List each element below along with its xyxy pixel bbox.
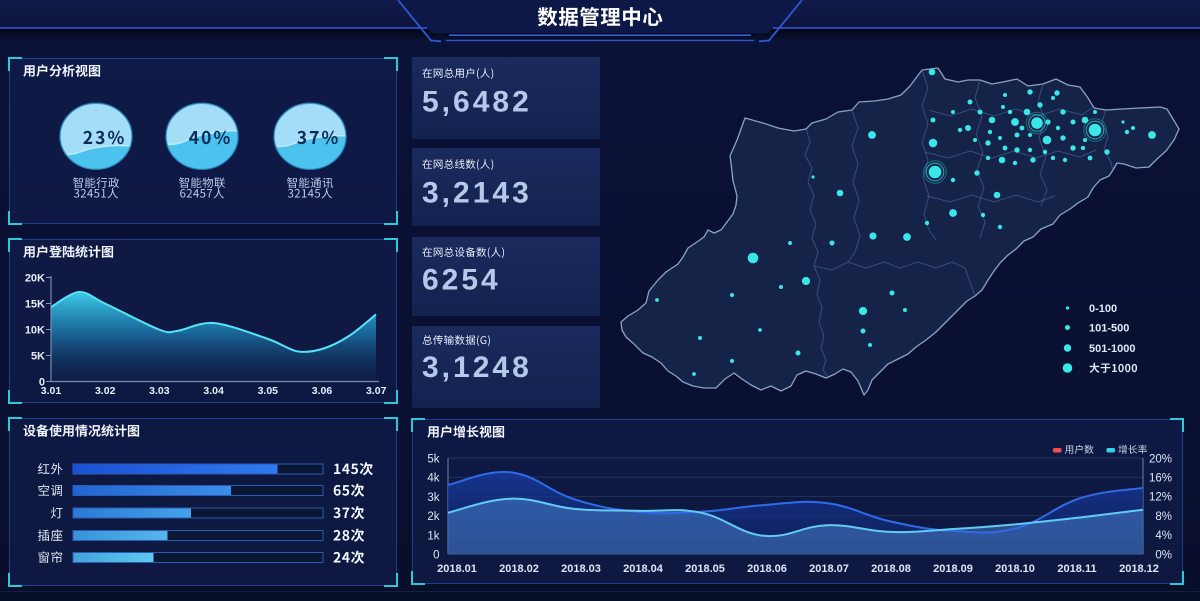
svg-text:2018.08: 2018.08 [871, 563, 911, 575]
svg-text:501-1000: 501-1000 [1089, 343, 1136, 355]
svg-text:0%: 0% [1155, 549, 1172, 561]
svg-text:3.07: 3.07 [366, 385, 387, 397]
svg-text:3,2143: 3,2143 [422, 177, 532, 210]
svg-text:4%: 4% [1155, 530, 1172, 542]
svg-text:10K: 10K [25, 325, 45, 337]
svg-text:16%: 16% [1149, 473, 1172, 485]
svg-text:6254: 6254 [422, 264, 501, 297]
svg-text:2018.01: 2018.01 [437, 563, 477, 575]
svg-text:2018.07: 2018.07 [809, 563, 849, 575]
svg-text:2018.04: 2018.04 [623, 563, 664, 575]
svg-text:20%: 20% [1149, 453, 1172, 465]
svg-text:3k: 3k [427, 492, 439, 504]
svg-text:8%: 8% [1155, 511, 1172, 523]
svg-text:2018.11: 2018.11 [1057, 563, 1096, 575]
svg-text:2k: 2k [427, 511, 439, 523]
svg-text:2018.06: 2018.06 [747, 563, 787, 575]
svg-text:5K: 5K [31, 351, 45, 363]
svg-text:12%: 12% [1149, 492, 1172, 504]
svg-text:0: 0 [433, 550, 439, 562]
svg-text:3.05: 3.05 [258, 385, 279, 397]
svg-text:3,1248: 3,1248 [422, 351, 532, 384]
svg-text:3.03: 3.03 [149, 385, 170, 397]
svg-text:3.06: 3.06 [312, 385, 333, 397]
svg-text:0-100: 0-100 [1089, 303, 1117, 315]
svg-text:1k: 1k [427, 530, 439, 542]
svg-text:5k: 5k [427, 454, 439, 466]
svg-text:5,6482: 5,6482 [422, 86, 532, 119]
svg-text:3.04: 3.04 [203, 385, 224, 397]
svg-text:2018.02: 2018.02 [499, 563, 539, 575]
svg-text:2018.09: 2018.09 [933, 563, 973, 575]
svg-text:2018.12: 2018.12 [1119, 563, 1159, 575]
svg-text:0: 0 [39, 377, 45, 389]
svg-text:101-500: 101-500 [1089, 323, 1129, 335]
svg-text:2018.10: 2018.10 [995, 563, 1035, 575]
svg-text:4k: 4k [427, 473, 439, 485]
svg-text:2018.05: 2018.05 [685, 563, 725, 575]
svg-text:2018.03: 2018.03 [561, 563, 601, 575]
svg-text:20K: 20K [25, 273, 45, 285]
svg-text:3.01: 3.01 [41, 385, 62, 397]
svg-text:3.02: 3.02 [95, 385, 116, 397]
svg-text:15K: 15K [25, 299, 45, 311]
